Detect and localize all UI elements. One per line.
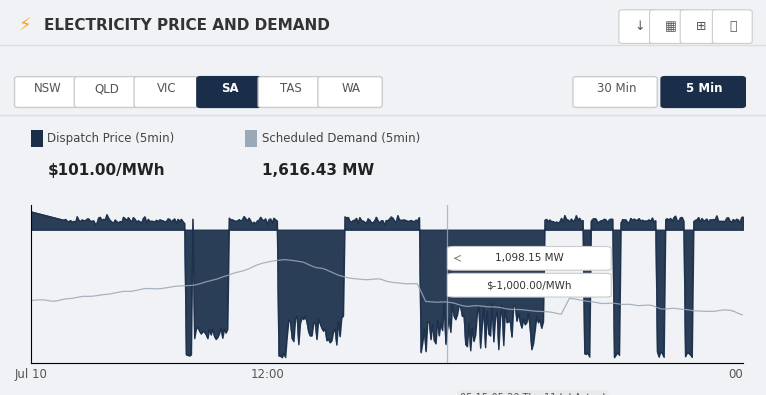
Text: TAS: TAS — [280, 83, 302, 95]
Text: ▦: ▦ — [664, 21, 676, 33]
Text: ⓘ: ⓘ — [729, 21, 737, 33]
Text: ⊞: ⊞ — [696, 21, 706, 33]
Text: NSW: NSW — [34, 83, 61, 95]
Text: $-1,000.00/MWh: $-1,000.00/MWh — [486, 280, 572, 290]
Text: 1,616.43 MW: 1,616.43 MW — [262, 163, 375, 178]
Text: ELECTRICITY PRICE AND DEMAND: ELECTRICITY PRICE AND DEMAND — [44, 18, 330, 33]
Text: $101.00/MWh: $101.00/MWh — [47, 163, 165, 178]
Text: Dispatch Price (5min): Dispatch Price (5min) — [47, 132, 175, 145]
Text: ⚡: ⚡ — [18, 17, 31, 35]
Text: SA: SA — [221, 83, 239, 95]
Text: VIC: VIC — [157, 83, 177, 95]
Text: QLD: QLD — [95, 83, 119, 95]
FancyBboxPatch shape — [447, 273, 611, 297]
Text: WA: WA — [342, 83, 360, 95]
Text: 1,098.15 MW: 1,098.15 MW — [495, 253, 564, 263]
Text: Scheduled Demand (5min): Scheduled Demand (5min) — [262, 132, 421, 145]
Text: 5 Min: 5 Min — [686, 83, 723, 95]
Text: 30 Min: 30 Min — [597, 83, 637, 95]
Text: ↓: ↓ — [634, 21, 645, 33]
FancyBboxPatch shape — [447, 246, 611, 270]
Text: 05:15-05:20 Thu 11 Jul Actual: 05:15-05:20 Thu 11 Jul Actual — [460, 393, 605, 395]
